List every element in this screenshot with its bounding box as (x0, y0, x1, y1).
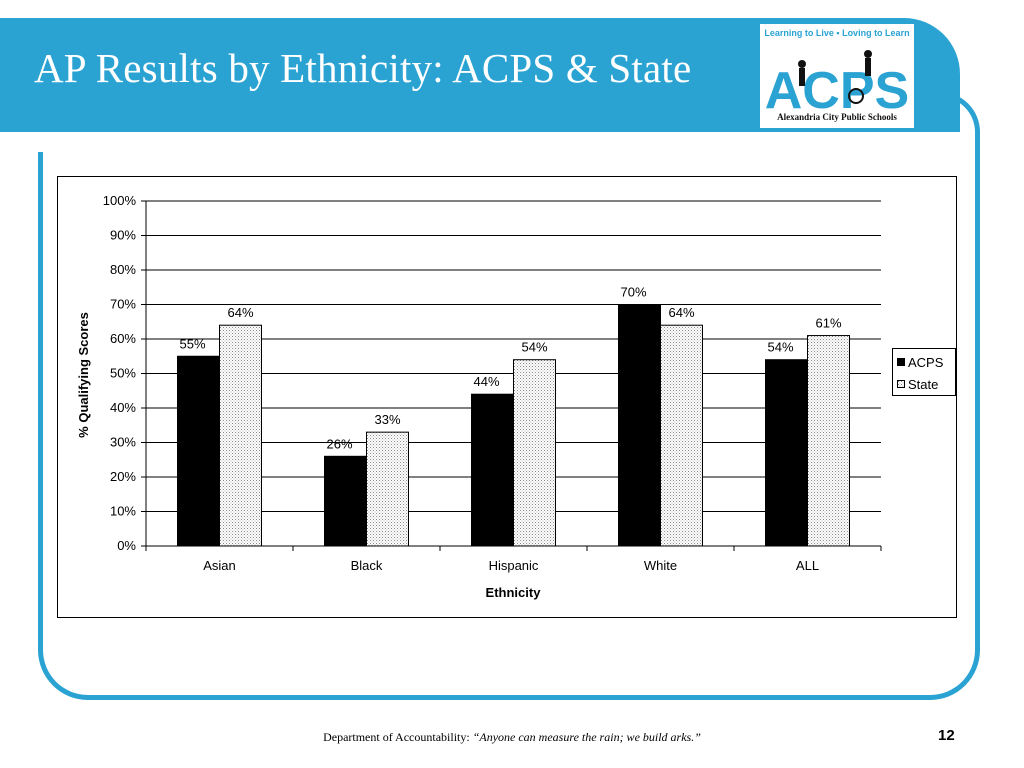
bar-chart: 0% 10% 20% 30% 40% 50% 60% 70% 80% 90% 100% Asian Bl… (76, 193, 882, 600)
bar-state (513, 359, 556, 547)
y-tick-label: 70% (110, 297, 136, 312)
data-label: 70% (620, 285, 646, 300)
data-label: 54% (521, 340, 547, 355)
y-tick-label: 20% (110, 469, 136, 484)
data-label: 64% (227, 305, 253, 320)
y-tick-label: 90% (110, 228, 136, 243)
logo-footer: Alexandria City Public Schools (777, 112, 897, 122)
state-swatch-icon (897, 380, 905, 388)
figure-head-icon (798, 60, 806, 68)
x-tick-label: Asian (203, 558, 236, 573)
y-tick-label: 10% (110, 504, 136, 519)
slide-title: AP Results by Ethnicity: ACPS & State (34, 45, 692, 91)
y-tick-label: 50% (110, 366, 136, 381)
footer-department: Department of Accountability: (323, 730, 473, 744)
x-tick-label: Hispanic (489, 558, 539, 573)
x-axis-title: Ethnicity (486, 585, 542, 600)
data-label: 61% (815, 316, 841, 331)
data-label: 44% (473, 374, 499, 389)
footer-quote: “Anyone can measure the rain; we build a… (472, 730, 701, 744)
wheelchair-icon (848, 88, 864, 104)
data-label: 54% (767, 340, 793, 355)
y-tick-label: 80% (110, 262, 136, 277)
y-tick-label: 40% (110, 400, 136, 415)
slide-footer: Department of Accountability: “Anyone ca… (0, 730, 1024, 745)
y-tick-label: 100% (103, 193, 137, 208)
acps-swatch-icon (897, 358, 905, 366)
x-tick-label: White (644, 558, 677, 573)
figure-body-icon (799, 68, 805, 86)
bar-state (366, 431, 409, 547)
figure-body-icon-2 (865, 58, 871, 76)
figure-head-icon-2 (864, 50, 872, 58)
bar-state (219, 324, 262, 547)
chart-area: 0% 10% 20% 30% 40% 50% 60% 70% 80% 90% 100% Asian Bl… (57, 176, 957, 618)
logo-graphic: ACPS (765, 50, 909, 120)
x-tick-label: ALL (796, 558, 819, 573)
logo-letters: ACPS (765, 62, 909, 120)
axes: 0% 10% 20% 30% 40% 50% 60% 70% 80% 90% 100% Asian Bl… (103, 193, 882, 573)
data-labels: 55% 64% 26% 33% 44% 54% 70% 64% 54% 61% (179, 285, 841, 452)
bar-acps (177, 355, 220, 547)
page-number: 12 (938, 727, 955, 744)
legend-item-acps: ACPS (897, 353, 943, 371)
acps-logo: Learning to Live • Loving to Learn ACPS … (760, 24, 914, 128)
x-tick-label: Black (351, 558, 383, 573)
bars (177, 304, 850, 547)
y-axis-title: % Qualifying Scores (76, 312, 91, 438)
legend-label-acps: ACPS (908, 354, 944, 370)
bar-acps (765, 359, 808, 547)
bar-state (807, 335, 850, 547)
y-tick-label: 30% (110, 435, 136, 450)
data-label: 55% (179, 336, 205, 351)
data-label: 26% (326, 436, 352, 451)
y-tick-label: 0% (117, 538, 136, 553)
logo-tagline: Learning to Live • Loving to Learn (764, 28, 910, 38)
bar-acps (324, 455, 367, 547)
bar-acps (471, 393, 514, 547)
data-label: 64% (668, 305, 694, 320)
chart-legend: ACPS State (892, 348, 956, 396)
legend-label-state: State (908, 376, 939, 392)
y-tick-label: 60% (110, 331, 136, 346)
content-frame (38, 152, 980, 700)
legend-item-state: State (897, 375, 938, 393)
bar-state (660, 324, 703, 547)
data-label: 33% (374, 412, 400, 427)
bar-acps (618, 304, 661, 547)
